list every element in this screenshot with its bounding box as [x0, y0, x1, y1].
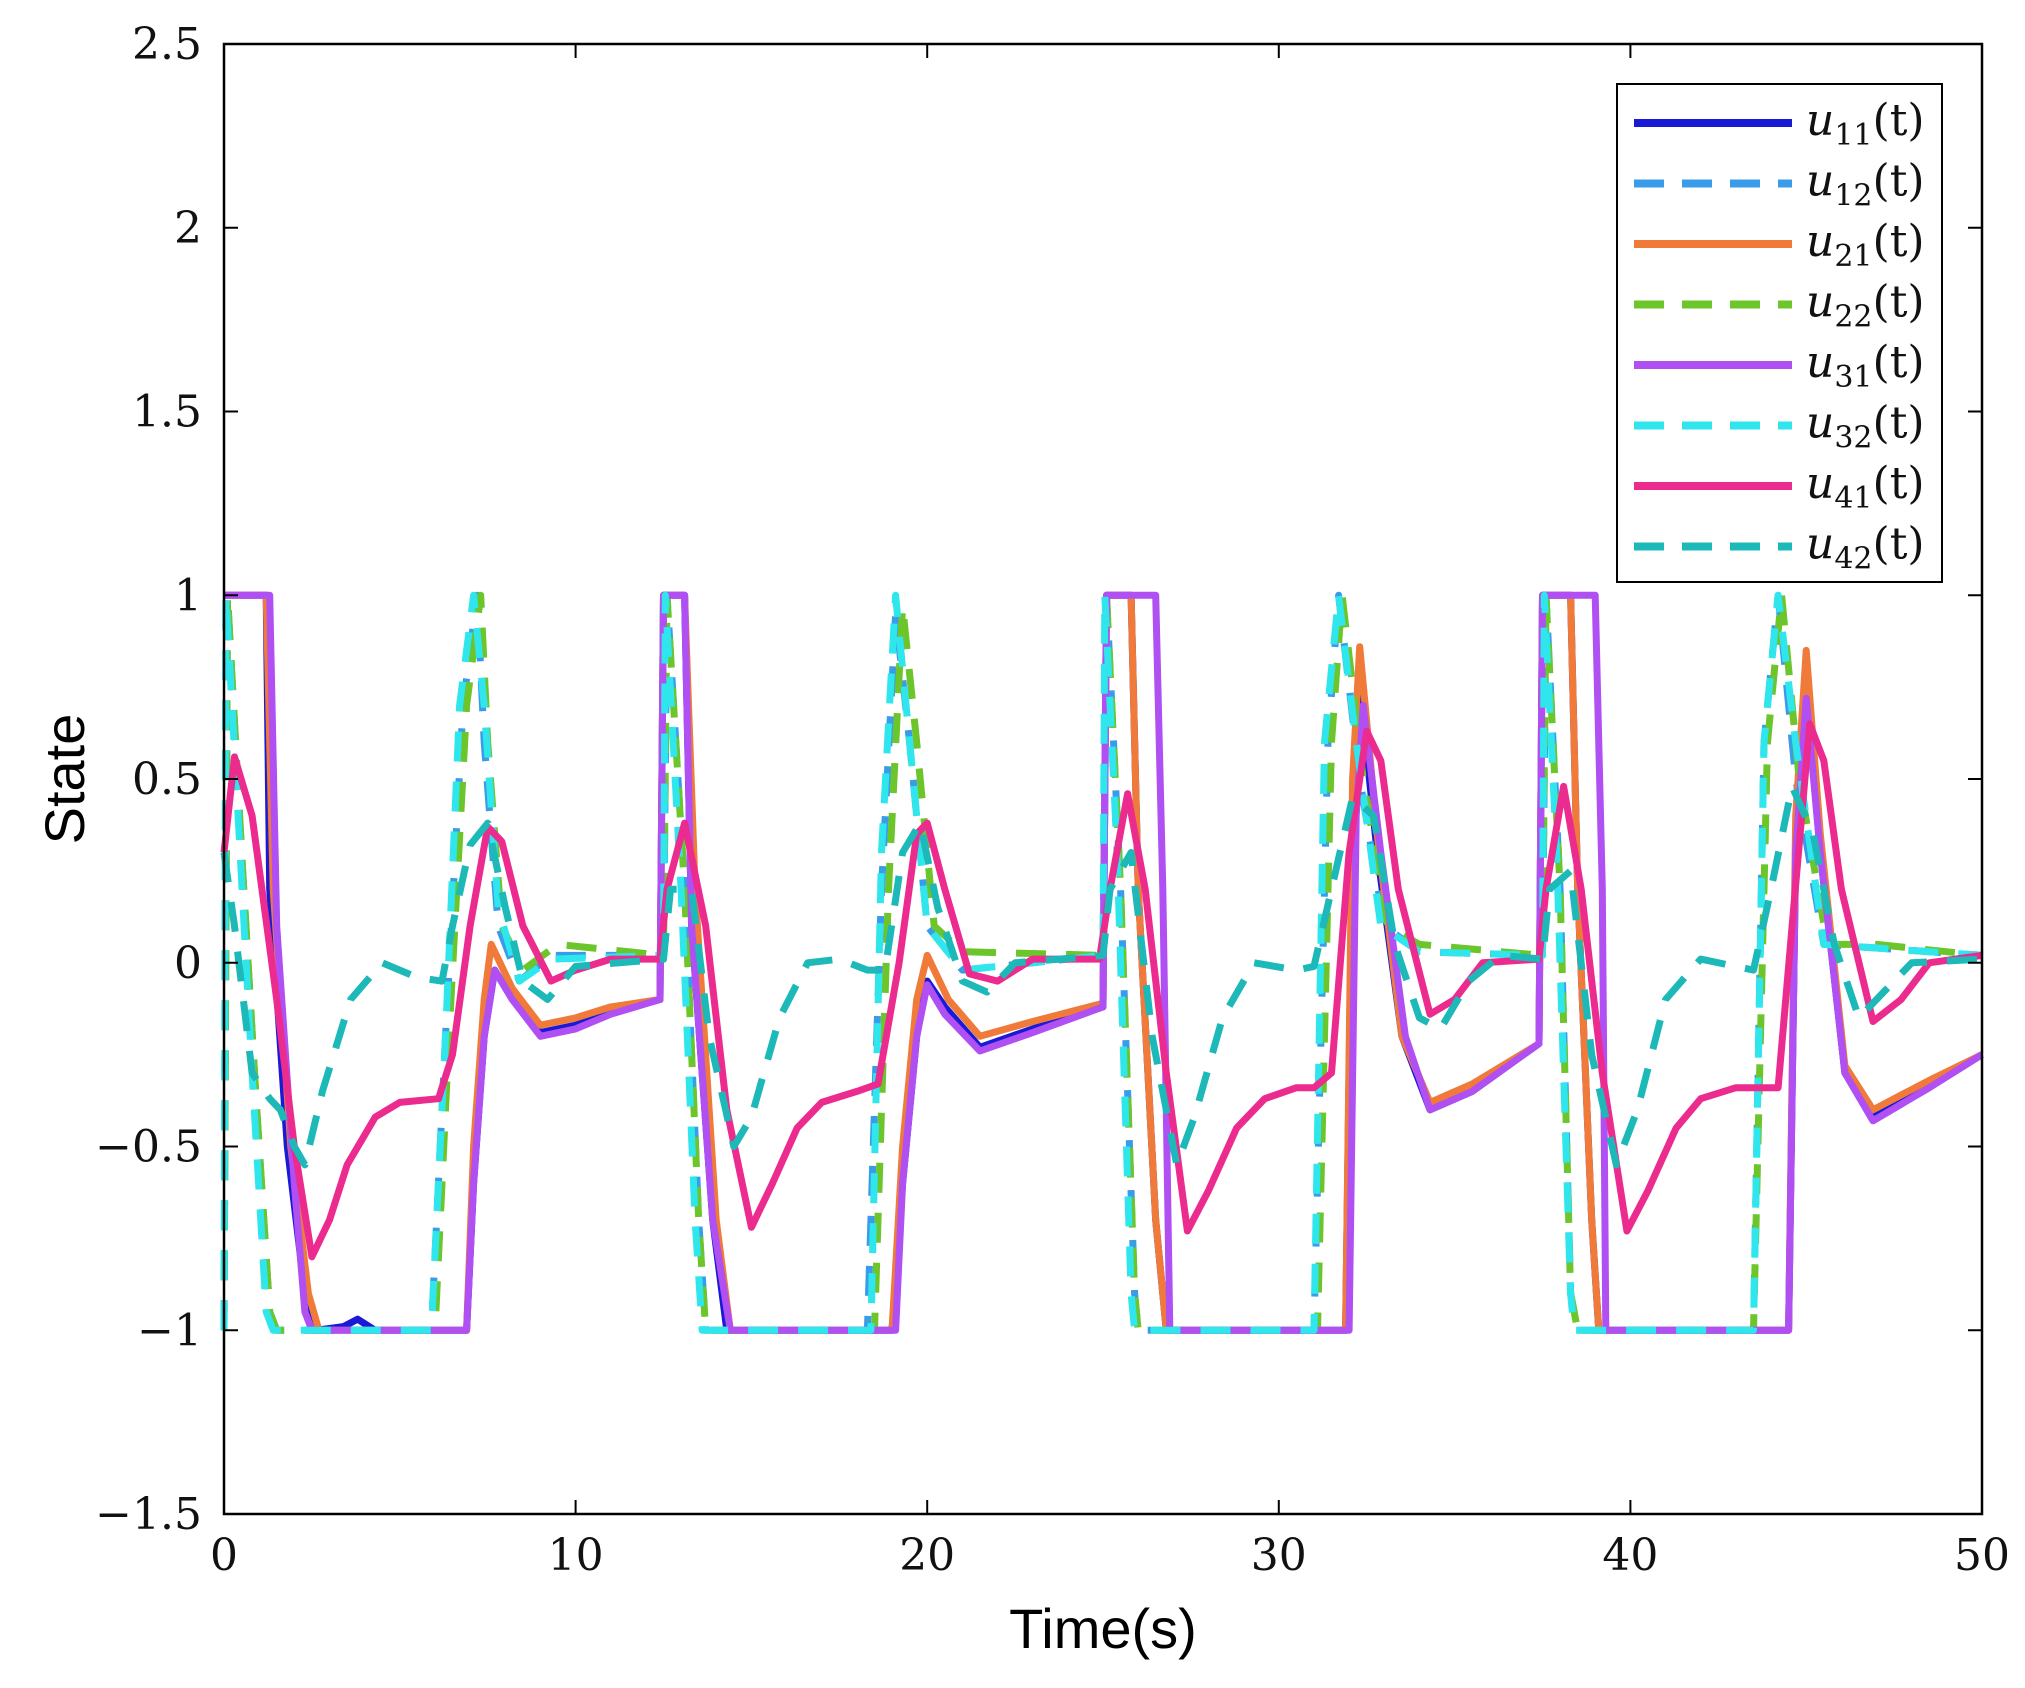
legend-label-arg: (t)	[1873, 519, 1925, 570]
tick-layer: 0 10 20 30 40 50 −1.5 −1 −0.5 0 0.5 1 1.5 2 2.5	[95, 19, 2010, 1581]
legend-label-var: u	[1806, 337, 1834, 388]
x-tick-label: 30	[1251, 1530, 1307, 1581]
legend-label-sub: 12	[1834, 179, 1872, 214]
legend-label-sub: 31	[1834, 360, 1872, 395]
series-line-u21t	[224, 591, 1984, 1334]
x-tick-label: 40	[1602, 1530, 1658, 1581]
legend-label-arg: (t)	[1873, 398, 1925, 449]
legend-label: u32(t)	[1806, 398, 1925, 456]
legend-label-arg: (t)	[1873, 156, 1925, 207]
legend-label-var: u	[1806, 95, 1834, 146]
legend-label-arg: (t)	[1873, 458, 1925, 509]
legend-label-arg: (t)	[1873, 216, 1925, 267]
x-tick-label: 10	[548, 1530, 604, 1581]
y-tick-label: 1.5	[132, 387, 202, 438]
legend-label-sub: 21	[1834, 239, 1872, 274]
y-tick-label: 2.5	[132, 19, 202, 70]
legend-label-sub: 42	[1834, 542, 1872, 577]
legend-label-var: u	[1806, 277, 1834, 328]
x-axis-label: Time(s)	[1009, 1597, 1197, 1660]
legend-label-var: u	[1806, 458, 1834, 509]
legend-label: u31(t)	[1806, 337, 1925, 395]
x-tick-label: 20	[899, 1530, 955, 1581]
series-line-u42t	[220, 782, 1983, 1169]
series-layer	[220, 591, 1984, 1334]
legend-label-sub: 22	[1834, 300, 1872, 335]
legend-label: u42(t)	[1806, 519, 1925, 577]
legend: u11(t)u12(t)u21(t)u22(t)u31(t)u32(t)u41(…	[1616, 83, 1943, 583]
y-axis-label: State	[33, 714, 96, 845]
legend-label: u11(t)	[1806, 95, 1925, 153]
x-tick-label: 50	[1954, 1530, 2010, 1581]
legend-label-arg: (t)	[1873, 337, 1925, 388]
legend-label: u22(t)	[1806, 277, 1925, 335]
legend-label-sub: 11	[1834, 118, 1872, 153]
legend-label-var: u	[1806, 216, 1834, 267]
y-tick-label: 0.5	[132, 754, 202, 805]
y-tick-label: −1	[137, 1305, 202, 1356]
y-tick-label: 0	[174, 938, 202, 989]
y-tick-label: −0.5	[95, 1122, 202, 1173]
legend-label-sub: 32	[1834, 421, 1872, 456]
series-line-u32t	[220, 591, 1983, 1334]
legend-label-var: u	[1806, 519, 1834, 570]
legend-label-var: u	[1806, 156, 1834, 207]
legend-label-arg: (t)	[1873, 95, 1925, 146]
y-tick-label: 2	[174, 203, 202, 254]
y-tick-label: −1.5	[95, 1489, 202, 1540]
legend-label: u12(t)	[1806, 156, 1925, 214]
legend-label-var: u	[1806, 398, 1834, 449]
legend-label-sub: 41	[1834, 481, 1872, 516]
x-tick-label: 0	[210, 1530, 238, 1581]
legend-box	[1616, 83, 1943, 583]
legend-label: u41(t)	[1806, 458, 1925, 516]
y-tick-label: 1	[174, 570, 202, 621]
legend-label-arg: (t)	[1873, 277, 1925, 328]
legend-label: u21(t)	[1806, 216, 1925, 274]
